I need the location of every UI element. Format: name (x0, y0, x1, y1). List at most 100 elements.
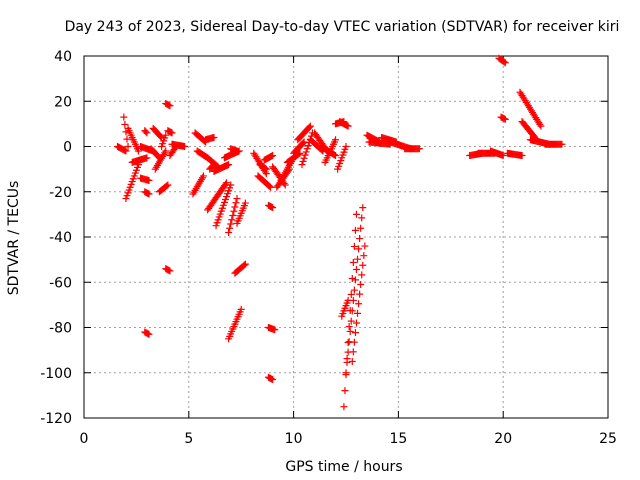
data-point (348, 274, 356, 282)
chart-title: Day 243 of 2023, Sidereal Day-to-day VTE… (65, 19, 620, 35)
data-point (357, 281, 365, 289)
data-point (124, 143, 132, 150)
data-point (352, 266, 360, 274)
y-tick-label: 20 (54, 94, 72, 110)
data-point (265, 182, 273, 190)
data-point (332, 136, 340, 144)
data-point (240, 261, 248, 269)
data-point (354, 255, 362, 263)
data-point (261, 164, 269, 172)
data-point (229, 212, 237, 220)
data-point (121, 120, 129, 128)
x-tick-label: 20 (494, 431, 512, 447)
data-point (351, 276, 359, 284)
data-point (157, 132, 165, 140)
data-point (163, 182, 171, 190)
data-point (351, 329, 359, 337)
data-point (343, 358, 351, 366)
data-point (166, 267, 174, 275)
data-point (349, 258, 357, 266)
data-point (262, 165, 270, 173)
x-axis: 0 5 10 15 20 25 (80, 56, 617, 447)
data-point (162, 131, 170, 139)
data-point (299, 157, 307, 165)
data-point (164, 181, 172, 189)
data-point (332, 152, 340, 160)
data-point (221, 180, 229, 188)
data-point (241, 260, 249, 268)
data-point (299, 139, 307, 147)
data-point (355, 300, 363, 308)
data-point (354, 309, 362, 317)
data-point (499, 152, 507, 160)
y-tick-label: -120 (40, 411, 72, 427)
y-tick-label: 0 (63, 140, 72, 156)
data-point (304, 142, 312, 150)
x-tick-label: 10 (285, 431, 303, 447)
data-point (558, 140, 566, 148)
data-point (348, 357, 356, 365)
data-point (536, 120, 544, 128)
data-point (342, 369, 350, 377)
y-axis-title: SDTVAR / TECUs (6, 181, 22, 296)
data-point (359, 204, 367, 212)
data-point (518, 152, 526, 160)
data-point (357, 224, 365, 232)
data-point (349, 348, 357, 356)
data-point (501, 59, 509, 67)
data-point (359, 261, 367, 269)
data-point (350, 242, 358, 250)
data-point (361, 242, 369, 250)
data-point (302, 148, 310, 156)
data-point (237, 305, 245, 313)
data-point (356, 235, 364, 243)
data-point (162, 147, 170, 155)
data-point (344, 122, 352, 130)
x-axis-title: GPS time / hours (285, 459, 402, 475)
data-point (166, 102, 174, 110)
data-point (269, 152, 277, 160)
data-point (355, 245, 363, 253)
data-point (225, 161, 233, 169)
data-point (303, 145, 311, 153)
data-point (342, 143, 350, 150)
data-point (228, 216, 236, 224)
y-tick-label: -40 (49, 230, 72, 246)
data-point (281, 181, 289, 189)
data-point (305, 123, 313, 131)
x-tick-label: 5 (184, 431, 193, 447)
y-tick-label: -80 (49, 321, 72, 337)
x-tick-label: 0 (80, 431, 89, 447)
x-tick-label: 25 (599, 431, 617, 447)
data-point (346, 327, 354, 335)
data-point (344, 339, 352, 347)
y-tick-label: -20 (49, 185, 72, 201)
data-point (231, 203, 239, 211)
data-point (223, 179, 231, 187)
data-point (306, 122, 314, 130)
data-point (298, 161, 306, 169)
data-point (358, 214, 366, 222)
data-point (415, 145, 423, 153)
data-point (345, 323, 353, 331)
data-point (347, 291, 355, 299)
data-point (123, 135, 131, 143)
data-point (501, 115, 509, 123)
data-point (340, 403, 348, 411)
data-point (500, 58, 508, 66)
data-point (227, 181, 235, 189)
data-point (209, 162, 217, 170)
data-point (352, 319, 360, 327)
data-point (348, 307, 356, 315)
data-point (120, 113, 128, 121)
data-point (356, 290, 364, 298)
data-point (269, 204, 277, 212)
data-point (145, 176, 153, 184)
data-point (210, 133, 218, 141)
data-point (349, 296, 357, 304)
data-point (143, 154, 151, 162)
data-point (168, 129, 176, 137)
data-point (230, 207, 238, 215)
data-point (350, 338, 358, 346)
